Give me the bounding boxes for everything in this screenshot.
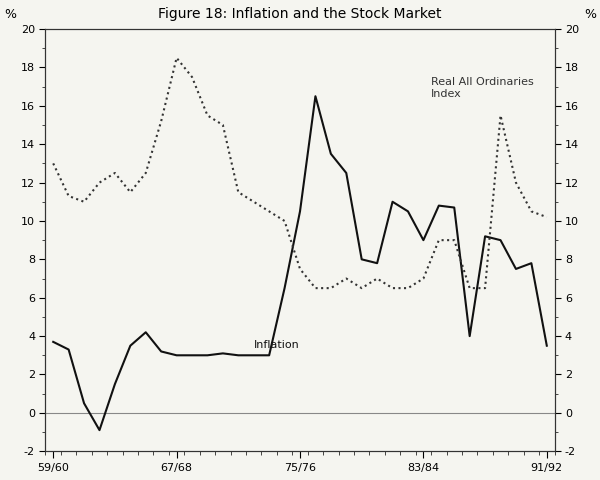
Text: %: %	[4, 8, 16, 21]
Text: Inflation: Inflation	[254, 340, 299, 350]
Title: Figure 18: Inflation and the Stock Market: Figure 18: Inflation and the Stock Marke…	[158, 7, 442, 21]
Text: %: %	[584, 8, 596, 21]
Text: Real All Ordinaries
Index: Real All Ordinaries Index	[431, 77, 534, 98]
